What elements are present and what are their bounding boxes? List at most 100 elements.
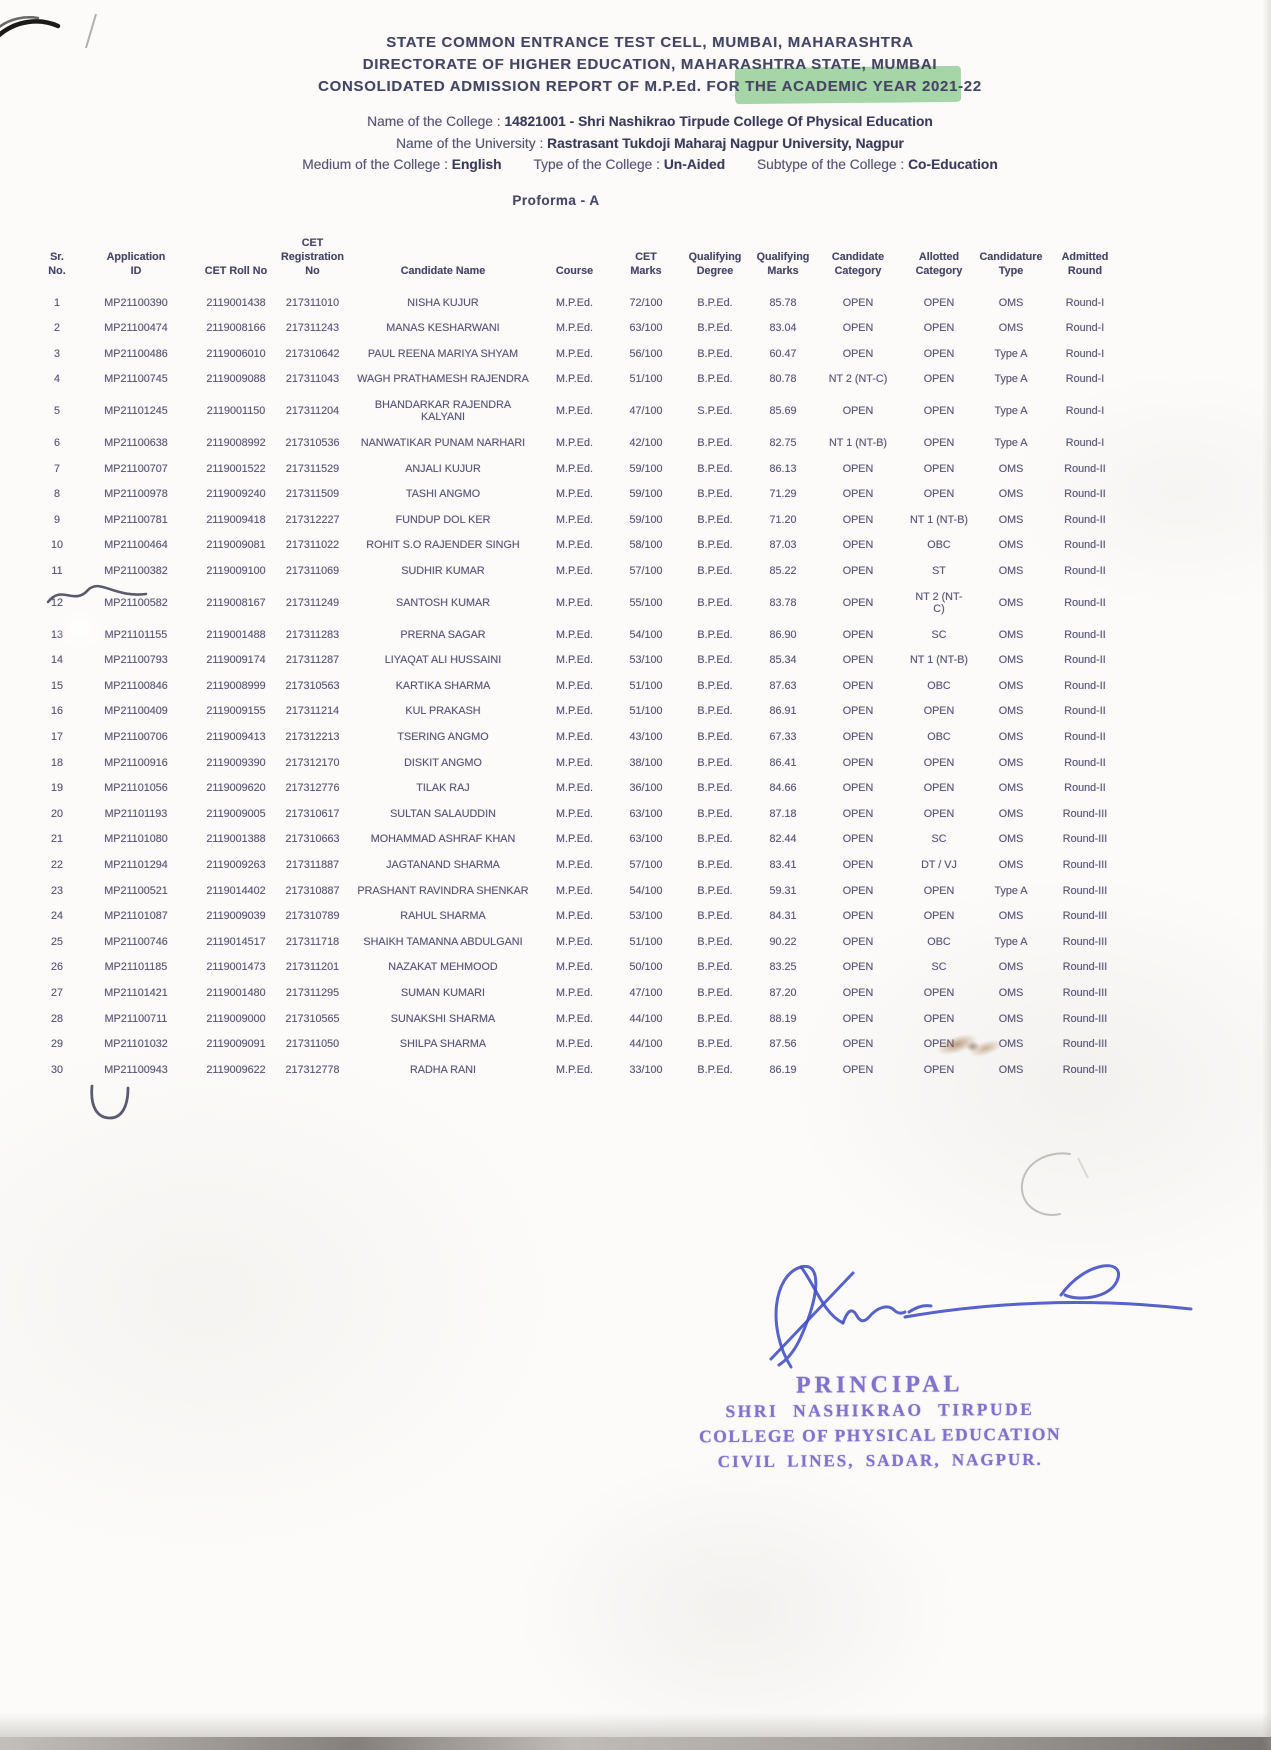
cell-candidate_name: KARTIKA SHARMA: [395, 679, 491, 692]
cell-sr_no: 11: [51, 565, 63, 578]
cell-course: M.P.Ed.: [555, 986, 593, 999]
cell-admitted_round: Round-I: [1065, 373, 1105, 386]
cell-allotted_category: OPEN: [923, 705, 955, 718]
cell-candidature_type: OMS: [998, 628, 1024, 641]
cell-candidate_name: PRERNA SAGAR: [400, 628, 486, 641]
admission-report-table: Sr. No. Application ID CET Roll No CET Regi…: [40, 222, 1124, 1083]
subtype-label: Subtype of the College :: [756, 157, 909, 172]
cell-candidate_name: NANWATIKAR PUNAM NARHARI: [360, 437, 526, 450]
cell-candidature_type: Type A: [994, 437, 1028, 450]
column-header-candidature_type: Candidature Type: [979, 251, 1043, 278]
cell-course: M.P.Ed.: [555, 782, 593, 795]
table-row: 28 MP21100711 2119009000 217310565 SUNAKSHI …: [40, 1006, 1124, 1032]
college-name-line: Name of the College : 14821001 - Shri Na…: [160, 111, 1140, 133]
cell-qualifying_marks: 86.91: [769, 705, 797, 718]
cell-cet_registration_no: 217311295: [285, 986, 340, 999]
cell-candidate_name: TILAK RAJ: [416, 782, 470, 795]
cell-qualifying_degree: S.P.Ed.: [697, 405, 733, 418]
cell-qualifying_degree: B.P.Ed.: [697, 807, 733, 820]
cell-candidature_type: OMS: [998, 858, 1024, 871]
table-row: 26 MP21101185 2119001473 217311201 NAZAKAT M…: [40, 955, 1124, 981]
cell-allotted_category: OPEN: [923, 347, 955, 360]
cell-qualifying_marks: 88.19: [769, 1012, 797, 1025]
cell-candidature_type: OMS: [998, 731, 1024, 743]
cell-candidate_category: OPEN: [842, 910, 874, 923]
cell-cet_registration_no: 217310663: [285, 833, 340, 846]
cell-qualifying_marks: 83.41: [769, 858, 797, 871]
cell-cet_roll_no: 2119009091: [206, 1038, 266, 1051]
cell-qualifying_degree: B.P.Ed.: [697, 437, 733, 450]
cell-qualifying_marks: 86.13: [769, 462, 797, 475]
cell-candidate_name: RADHA RANI: [410, 1063, 476, 1076]
cell-course: M.P.Ed.: [555, 1038, 593, 1051]
cell-candidature_type: OMS: [998, 322, 1024, 335]
cell-course: M.P.Ed.: [555, 935, 593, 948]
cell-qualifying_marks: 87.18: [769, 807, 797, 820]
cell-allotted_category: OBC: [927, 679, 951, 692]
pen-mark-u-shape: [88, 1082, 136, 1124]
cell-allotted_category: ST: [932, 565, 946, 578]
table-row: 27 MP21101421 2119001480 217311295 SUMAN KUM…: [40, 980, 1124, 1006]
cell-cet_marks: 72/100: [629, 296, 663, 309]
cell-admitted_round: Round-I: [1065, 347, 1105, 360]
cell-cet_registration_no: 217311214: [285, 705, 340, 718]
column-header-admitted_round: Admitted Round: [1061, 251, 1109, 278]
cell-sr_no: 8: [53, 488, 60, 501]
cell-qualifying_marks: 82.44: [769, 833, 797, 846]
cell-cet_marks: 47/100: [629, 986, 663, 999]
cell-course: M.P.Ed.: [555, 679, 593, 692]
cell-candidature_type: Type A: [994, 935, 1028, 948]
cell-candidate_name: NAZAKAT MEHMOOD: [388, 961, 498, 974]
cell-qualifying_marks: 71.29: [769, 488, 797, 501]
cell-cet_roll_no: 2119009620: [206, 782, 266, 795]
cell-candidature_type: OMS: [998, 488, 1024, 501]
cell-cet_registration_no: 217310789: [285, 910, 340, 923]
cell-admitted_round: Round-II: [1064, 731, 1106, 743]
cell-allotted_category: OPEN: [923, 322, 955, 335]
cell-cet_marks: 53/100: [629, 910, 663, 923]
cell-candidate_category: OPEN: [842, 347, 874, 360]
cell-candidate_name: FUNDUP DOL KER: [395, 513, 491, 526]
cell-cet_marks: 57/100: [629, 565, 663, 578]
cell-cet_registration_no: 217312213: [285, 731, 340, 743]
cell-application_id: MP21100582: [104, 596, 168, 609]
cell-candidate_category: OPEN: [842, 756, 874, 769]
cell-allotted_category: OBC: [927, 935, 951, 948]
cell-cet_roll_no: 2119009005: [206, 807, 266, 820]
cell-candidate_name: ANJALI KUJUR: [405, 462, 481, 475]
cell-cet_registration_no: 217310565: [285, 1012, 340, 1025]
cell-qualifying_degree: B.P.Ed.: [697, 858, 733, 871]
cell-candidate_name: PAUL REENA MARIYA SHYAM: [367, 347, 519, 360]
page-bottom-shadow: [0, 1737, 1271, 1750]
report-header: STATE COMMON ENTRANCE TEST CELL, MUMBAI,…: [300, 32, 1000, 98]
cell-qualifying_degree: B.P.Ed.: [697, 705, 733, 718]
cell-cet_registration_no: 217311529: [285, 462, 340, 475]
cell-course: M.P.Ed.: [555, 961, 593, 974]
cell-cet_registration_no: 217310887: [285, 884, 340, 897]
cell-course: M.P.Ed.: [555, 654, 593, 667]
white-correction-blob: [56, 608, 104, 650]
cell-application_id: MP21101185: [104, 961, 168, 974]
cell-cet_registration_no: 217312170: [285, 756, 340, 769]
cell-qualifying_marks: 87.03: [769, 539, 797, 552]
cell-candidate_category: OPEN: [842, 654, 874, 667]
cell-application_id: MP21100711: [104, 1012, 168, 1025]
cell-cet_marks: 36/100: [629, 782, 663, 795]
cell-cet_marks: 44/100: [629, 1012, 663, 1025]
column-header-allotted_category: Allotted Category: [915, 251, 963, 278]
cell-candidate_category: OPEN: [842, 322, 874, 335]
cell-cet_marks: 50/100: [629, 961, 663, 974]
cell-qualifying_marks: 86.19: [769, 1063, 797, 1076]
cell-qualifying_degree: B.P.Ed.: [697, 884, 733, 897]
cell-candidate_category: OPEN: [842, 405, 874, 418]
cell-course: M.P.Ed.: [555, 731, 593, 743]
cell-cet_marks: 57/100: [629, 858, 663, 871]
cell-cet_marks: 59/100: [629, 462, 663, 475]
cell-candidate_category: OPEN: [842, 1012, 874, 1025]
cell-application_id: MP21100474: [104, 322, 168, 335]
cell-admitted_round: Round-III: [1062, 935, 1108, 948]
cell-sr_no: 30: [50, 1063, 63, 1076]
cell-sr_no: 19: [50, 782, 63, 795]
pen-scribble-row13: [44, 580, 154, 610]
